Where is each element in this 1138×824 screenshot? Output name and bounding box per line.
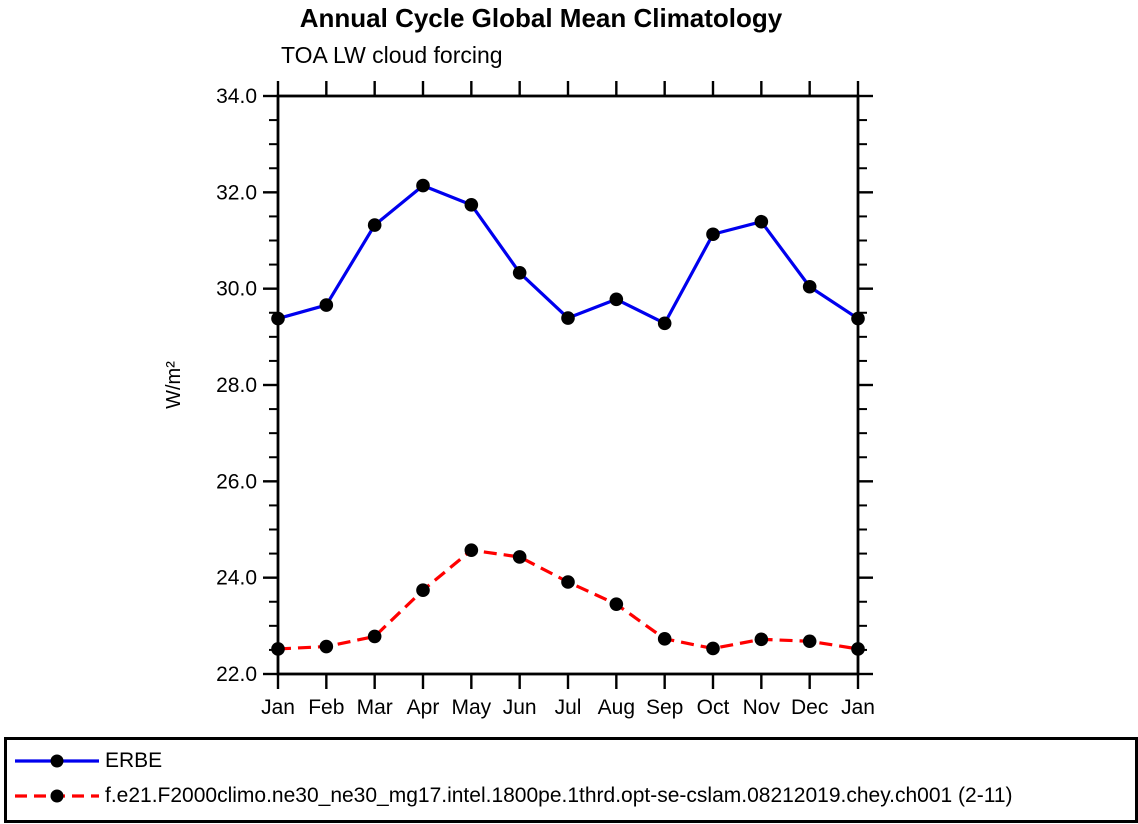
data-point (367, 218, 382, 232)
legend-sample-marker (50, 754, 64, 767)
data-point (367, 629, 382, 644)
x-tick-label: Jun (503, 696, 537, 719)
series-line-0 (277, 183, 859, 325)
data-point (802, 279, 817, 294)
data-point (319, 639, 334, 654)
data-point (609, 597, 624, 611)
data-point (754, 632, 769, 647)
legend-line-model-icon (15, 789, 99, 802)
x-tick-label: Oct (697, 696, 730, 719)
x-tick-label: Apr (407, 696, 440, 719)
data-point (851, 311, 865, 326)
data-point (271, 311, 285, 326)
data-point (802, 634, 817, 649)
x-tick-label: Feb (308, 696, 344, 719)
legend-label-erbe: ERBE (105, 748, 163, 772)
x-tick-label: Jan (841, 696, 875, 719)
y-tick-label: 34.0 (216, 85, 257, 108)
data-point (754, 214, 769, 229)
y-tick-label: 32.0 (216, 181, 257, 204)
data-point (609, 292, 624, 307)
data-point (706, 227, 720, 242)
data-point (416, 583, 430, 597)
data-point (657, 316, 672, 331)
legend-sample-marker (50, 789, 64, 802)
x-tick-label: Aug (598, 696, 635, 719)
y-tick-label: 26.0 (216, 470, 257, 493)
x-tick-label: Nov (743, 696, 781, 719)
legend-line-erbe-icon (15, 754, 99, 767)
data-point (706, 641, 720, 656)
y-tick-label: 30.0 (216, 278, 257, 301)
data-point (512, 265, 527, 280)
data-point (464, 543, 479, 558)
data-point (416, 178, 430, 193)
legend-item-model: f.e21.F2000climo.ne30_ne30_mg17.intel.18… (13, 778, 1135, 813)
data-point (657, 632, 672, 646)
y-tick-label: 22.0 (216, 663, 257, 686)
x-tick-label: Sep (646, 696, 683, 719)
data-point (319, 298, 334, 312)
series-line-1 (277, 548, 859, 651)
chart-subtitle: TOA LW cloud forcing (281, 42, 503, 68)
data-point (851, 642, 865, 656)
data-point (561, 575, 575, 589)
y-tick-label: 24.0 (216, 567, 257, 590)
x-tick-label: Jan (261, 696, 295, 719)
x-tick-label: May (451, 696, 491, 719)
data-point (464, 198, 479, 212)
x-tick-label: Jul (555, 696, 582, 719)
y-tick-label: 28.0 (216, 374, 257, 397)
data-point (561, 311, 575, 325)
data-point (271, 642, 285, 656)
plot-svg: 22.0 24.0 26.0 28.0 30.0 32.0 34.0 Jan Feb Mar Apr… (216, 81, 875, 719)
legend-label-model: f.e21.F2000climo.ne30_ne30_mg17.intel.18… (105, 783, 1013, 807)
legend-item-erbe: ERBE (13, 743, 1135, 778)
x-tick-label: Mar (357, 696, 393, 719)
data-point (512, 550, 527, 564)
chart-title: Annual Cycle Global Mean Climatology (299, 3, 783, 33)
legend-box: ERBE f.e21.F2000climo.ne30_ne30_mg17.int… (4, 737, 1138, 823)
x-tick-label: Dec (791, 696, 828, 719)
